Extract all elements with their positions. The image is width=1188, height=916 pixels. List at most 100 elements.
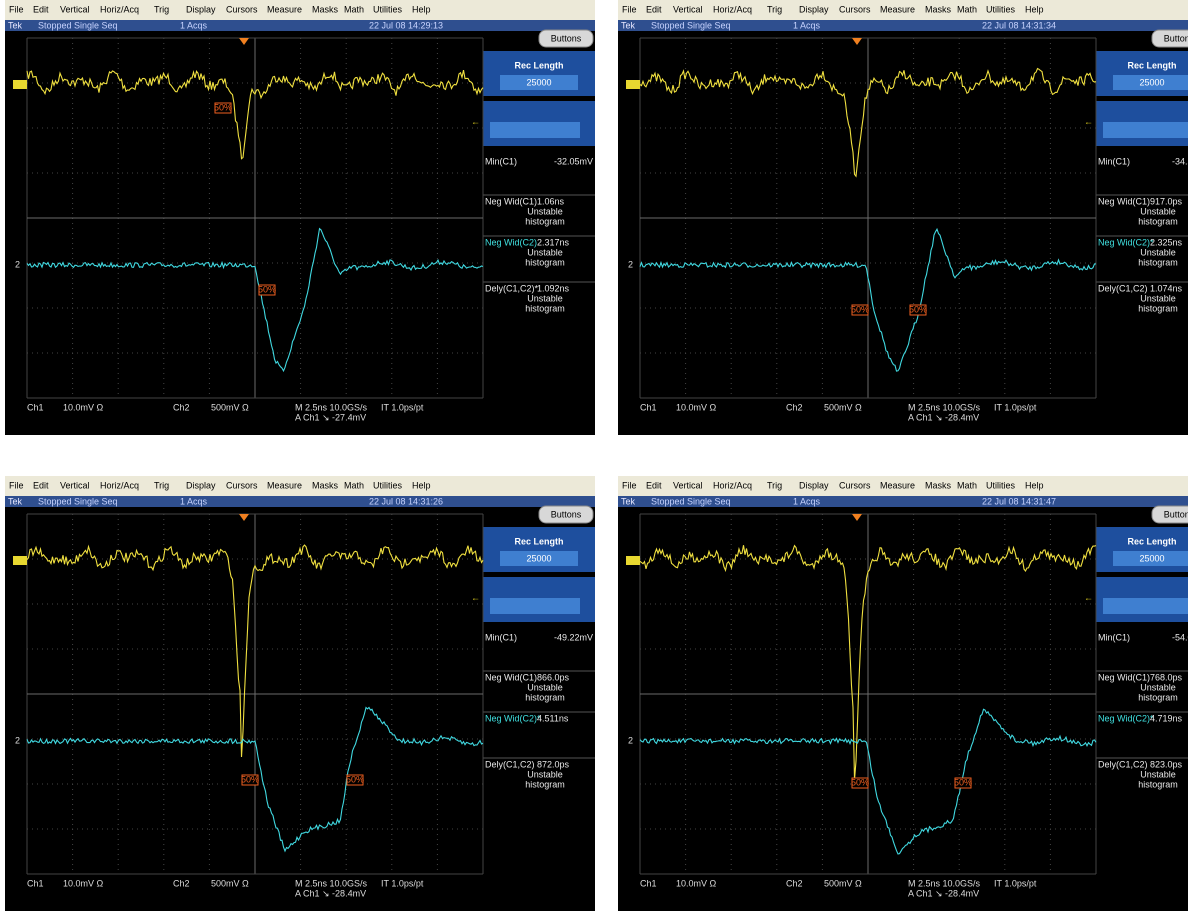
menu-item[interactable]: Vertical <box>673 4 703 14</box>
blank-field <box>490 122 580 138</box>
menu-item[interactable]: Utilities <box>986 4 1016 14</box>
meas-label: Min(C1) <box>485 156 517 166</box>
ch1-label: Ch1 <box>640 878 657 888</box>
meas-label: Neg Wid(C1) <box>1098 196 1150 206</box>
menu-item[interactable]: Measure <box>267 480 302 490</box>
timestamp: 22 Jul 08 14:31:47 <box>982 496 1056 506</box>
menu-item[interactable]: Display <box>799 4 829 14</box>
buttons-label[interactable]: Buttons <box>1164 509 1188 519</box>
menu-item[interactable]: Masks <box>925 480 952 490</box>
menu-item[interactable]: Cursors <box>839 4 871 14</box>
meas-label: Neg Wid(C2)* <box>1098 713 1154 723</box>
scope-window: File Edit Vertical Horiz/Acq Trig Display Curs… <box>5 476 595 911</box>
interp: IT 1.0ps/pt <box>381 878 424 888</box>
meas-note: Unstable <box>1140 682 1176 692</box>
menu-item[interactable]: Masks <box>312 4 339 14</box>
rec-length-label: Rec Length <box>1127 536 1176 546</box>
menu-item[interactable]: Measure <box>267 4 302 14</box>
meas-value: 4.719ns <box>1150 713 1183 723</box>
menu-item[interactable]: Math <box>957 480 977 490</box>
buttons-label[interactable]: Buttons <box>551 509 582 519</box>
ch1-scale: 10.0mV Ω <box>63 402 104 412</box>
buttons-label[interactable]: Buttons <box>1164 33 1188 43</box>
trigger-level-arrow: ← <box>1084 592 1093 602</box>
ch1-scale: 10.0mV Ω <box>676 402 717 412</box>
menu-item[interactable]: Math <box>957 4 977 14</box>
menu-item[interactable]: Measure <box>880 480 915 490</box>
ref-marker: 50% <box>258 284 276 294</box>
trigger-level-arrow: ← <box>471 592 480 602</box>
menu-item[interactable]: Cursors <box>226 480 258 490</box>
menu-item[interactable]: Display <box>799 480 829 490</box>
meas-note: Unstable <box>527 682 563 692</box>
meas-label: Neg Wid(C1) <box>485 196 537 206</box>
ch1-label: Ch1 <box>27 878 44 888</box>
menu-item[interactable]: Display <box>186 480 216 490</box>
ref-marker: 50% <box>909 304 927 314</box>
menu-item[interactable]: Edit <box>33 4 49 14</box>
menu-item[interactable]: Edit <box>646 480 662 490</box>
menu-item[interactable]: Utilities <box>986 480 1016 490</box>
menu-item[interactable]: Cursors <box>226 4 258 14</box>
menu-item[interactable]: Help <box>412 480 431 490</box>
menu-item[interactable]: Utilities <box>373 4 403 14</box>
menu-item[interactable]: File <box>622 480 637 490</box>
meas-label: Neg Wid(C1) <box>485 672 537 682</box>
menu-item[interactable]: Edit <box>646 4 662 14</box>
acq-state: Stopped Single Seq <box>38 496 118 506</box>
blank-field <box>1103 598 1188 614</box>
acq-count: 1 Acqs <box>793 20 821 30</box>
timebase: M 2.5ns 10.0GS/s <box>908 402 981 412</box>
menu-item[interactable]: File <box>9 480 24 490</box>
menu-item[interactable]: Vertical <box>673 480 703 490</box>
meas-value: 2.317ns <box>537 237 570 247</box>
meas-value: 1.092ns <box>537 283 570 293</box>
menu-item[interactable]: Measure <box>880 4 915 14</box>
rec-length-label: Rec Length <box>514 60 563 70</box>
menu-item[interactable]: Masks <box>312 480 339 490</box>
ch1-marker <box>13 556 27 565</box>
meas-label: Min(C1) <box>485 632 517 642</box>
menu-item[interactable]: Math <box>344 480 364 490</box>
ch2-label: Ch2 <box>173 402 190 412</box>
menu-item[interactable]: Display <box>186 4 216 14</box>
menu-item[interactable]: Cursors <box>839 480 871 490</box>
meas-value: -32.05mV <box>554 156 593 166</box>
timebase: M 2.5ns 10.0GS/s <box>908 878 981 888</box>
meas-value: -34.5mV <box>1172 156 1188 166</box>
rec-length-value: 25000 <box>1139 553 1164 563</box>
menu-item[interactable]: Masks <box>925 4 952 14</box>
menu-item[interactable]: Horiz/Acq <box>100 480 139 490</box>
menu-item[interactable]: Help <box>412 4 431 14</box>
menu-item[interactable]: Trig <box>154 4 169 14</box>
meas-value: 917.0ps <box>1150 196 1183 206</box>
ref-marker: 50% <box>346 774 364 784</box>
menu-item[interactable]: File <box>9 4 24 14</box>
rec-length-value: 25000 <box>526 553 551 563</box>
menu-item[interactable]: Trig <box>767 480 782 490</box>
meas-note: histogram <box>525 303 565 313</box>
menu-item[interactable]: Help <box>1025 480 1044 490</box>
menu-item[interactable]: Horiz/Acq <box>713 4 752 14</box>
menu-item[interactable]: Math <box>344 4 364 14</box>
acq-state: Stopped Single Seq <box>651 20 731 30</box>
menu-item[interactable]: Vertical <box>60 4 90 14</box>
menu-item[interactable]: Horiz/Acq <box>100 4 139 14</box>
ch2-label: Ch2 <box>786 878 803 888</box>
blank-field <box>1103 122 1188 138</box>
menu-item[interactable]: Trig <box>154 480 169 490</box>
acq-count: 1 Acqs <box>793 496 821 506</box>
menu-item[interactable]: Help <box>1025 4 1044 14</box>
menu-item[interactable]: Utilities <box>373 480 403 490</box>
menu-item[interactable]: File <box>622 4 637 14</box>
meas-label: Dely(C1,C2) <box>485 759 535 769</box>
ch2-marker: 2 <box>15 735 20 745</box>
ch2-scale: 500mV Ω <box>824 878 862 888</box>
menu-item[interactable]: Edit <box>33 480 49 490</box>
meas-note: Unstable <box>1140 206 1176 216</box>
ch2-label: Ch2 <box>173 878 190 888</box>
menu-item[interactable]: Vertical <box>60 480 90 490</box>
menu-item[interactable]: Horiz/Acq <box>713 480 752 490</box>
menu-item[interactable]: Trig <box>767 4 782 14</box>
buttons-label[interactable]: Buttons <box>551 33 582 43</box>
